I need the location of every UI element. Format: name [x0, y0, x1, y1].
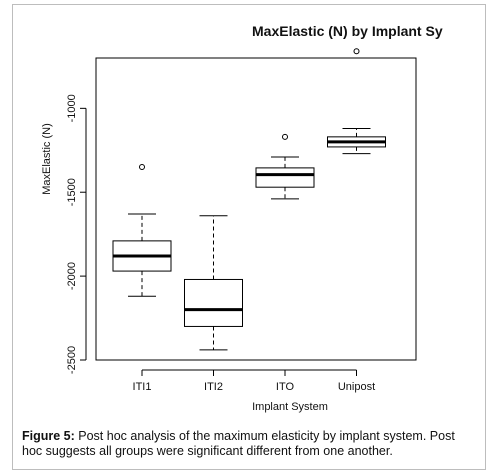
box-iti1 — [112, 164, 172, 297]
y-axis: -2500 -2000 -1500 -1000 — [66, 94, 87, 374]
boxplot-chart: MaxElastic (N) by Implant Sy -2500-2000-… — [41, 23, 443, 413]
y-tick-label: -1000 — [66, 94, 78, 122]
y-tick-label: -2000 — [66, 262, 78, 290]
x-tick-label: ITI2 — [204, 381, 223, 393]
x-axis-label: Implant System — [252, 401, 328, 413]
x-tick-label: ITO — [276, 381, 295, 393]
figure-frame — [12, 4, 486, 470]
box-iqr — [255, 167, 315, 188]
box-series — [112, 48, 386, 351]
outlier-point — [139, 164, 145, 171]
y-axis-label: MaxElastic (N) — [41, 123, 53, 195]
x-axis: ITI1 ITI2 ITO Unipost — [133, 369, 375, 393]
outlier-point — [353, 48, 360, 55]
caption-label: Figure 5: — [22, 429, 75, 443]
box-ito — [255, 133, 315, 200]
box-unipost — [327, 48, 386, 155]
box-iqr — [184, 278, 243, 327]
box-iti2 — [184, 215, 243, 351]
chart-title: MaxElastic (N) by Implant Sy — [252, 23, 443, 39]
x-tick-label: ITI1 — [133, 381, 152, 393]
plot-area — [95, 57, 417, 361]
figure-caption: Figure 5: Post hoc analysis of the maxim… — [22, 429, 478, 459]
outlier-point — [282, 133, 288, 140]
caption-text: Post hoc analysis of the maximum elastic… — [22, 429, 455, 458]
x-tick-label: Unipost — [338, 381, 375, 393]
y-tick-label: -1500 — [66, 178, 78, 206]
y-tick-label: -2500 — [66, 346, 78, 374]
